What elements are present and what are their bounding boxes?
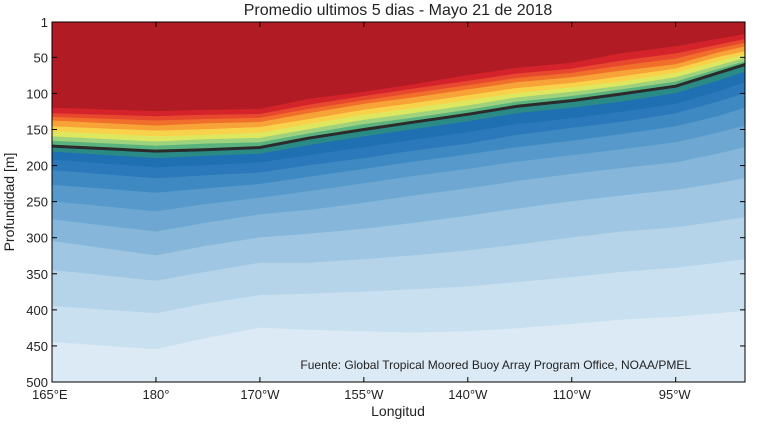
x-tick-label: 110°W	[553, 387, 592, 402]
y-tick-label: 200	[26, 159, 48, 174]
x-axis-label: Longitud	[371, 403, 425, 419]
y-tick-label: 300	[26, 231, 48, 246]
y-tick-label: 100	[26, 86, 48, 101]
y-tick-label: 400	[26, 303, 48, 318]
isotherm-line-group	[52, 63, 745, 153]
x-tick-label: 170°W	[240, 387, 280, 402]
y-axis-label: Profundidad [m]	[1, 153, 17, 252]
x-tick-label: 180°	[143, 387, 170, 402]
x-tick-label: 140°W	[448, 387, 488, 402]
y-tick-label: 1	[41, 15, 48, 30]
chart-title: Promedio ultimos 5 dias - Mayo 21 de 201…	[244, 2, 553, 19]
y-tick-label: 250	[26, 195, 48, 210]
x-axis-ticks: 165°E 180° 170°W 155°W 140°W 110°W 95°W	[32, 22, 746, 402]
y-tick-label: 50	[34, 50, 48, 65]
y-tick-label: 500	[26, 375, 48, 390]
y-tick-label: 350	[26, 267, 48, 282]
x-tick-label: 95°W	[659, 387, 692, 402]
x-tick-label: 165°E	[32, 387, 68, 402]
contour-band-19	[52, 310, 745, 382]
y-tick-label: 150	[26, 122, 48, 137]
source-annotation: Fuente: Global Tropical Moored Buoy Arra…	[300, 358, 691, 372]
y-tick-label: 450	[26, 339, 48, 354]
contour-fills	[52, 22, 745, 382]
isotherm-line	[52, 63, 745, 153]
x-tick-label: 155°W	[344, 387, 384, 402]
